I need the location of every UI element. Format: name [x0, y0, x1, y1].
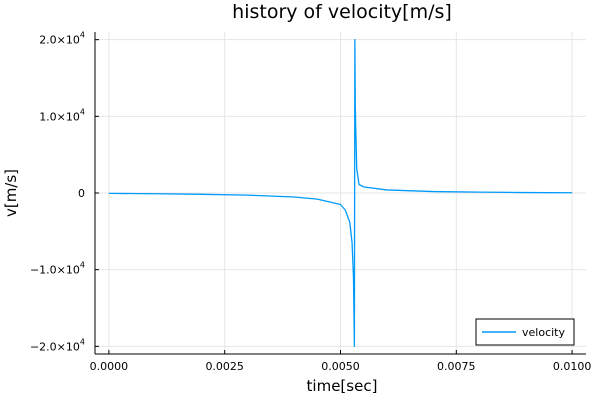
x-tick-labels: 0.0000 0.0025 0.0050 0.0075 0.0100	[90, 360, 592, 373]
grid-layer	[95, 32, 586, 354]
y-tick-label: 0	[78, 187, 85, 200]
y-tick-labels: −2.0×104 −1.0×104 0 1.0×104 2.0×104	[30, 31, 85, 354]
y-tick-label: 2.0×104	[39, 31, 85, 47]
series-layer	[108, 39, 573, 347]
legend: velocity	[475, 318, 575, 346]
y-axis-label: v[m/s]	[2, 169, 20, 217]
x-tick-label: 0.0050	[321, 360, 360, 373]
series-line-velocity	[108, 39, 573, 347]
x-tick-label: 0.0075	[437, 360, 476, 373]
plot-frame	[94, 32, 586, 355]
x-tick-label: 0.0100	[553, 360, 592, 373]
chart-title: history of velocity[m/s]	[232, 1, 452, 23]
y-tick-label: −1.0×104	[30, 261, 85, 277]
legend-label-velocity: velocity	[522, 326, 565, 339]
x-axis-label: time[sec]	[307, 377, 378, 395]
y-tick-label: 1.0×104	[39, 107, 85, 123]
y-tick-label: −2.0×104	[30, 337, 85, 353]
x-tick-label: 0.0025	[205, 360, 244, 373]
x-tick-label: 0.0000	[90, 360, 129, 373]
